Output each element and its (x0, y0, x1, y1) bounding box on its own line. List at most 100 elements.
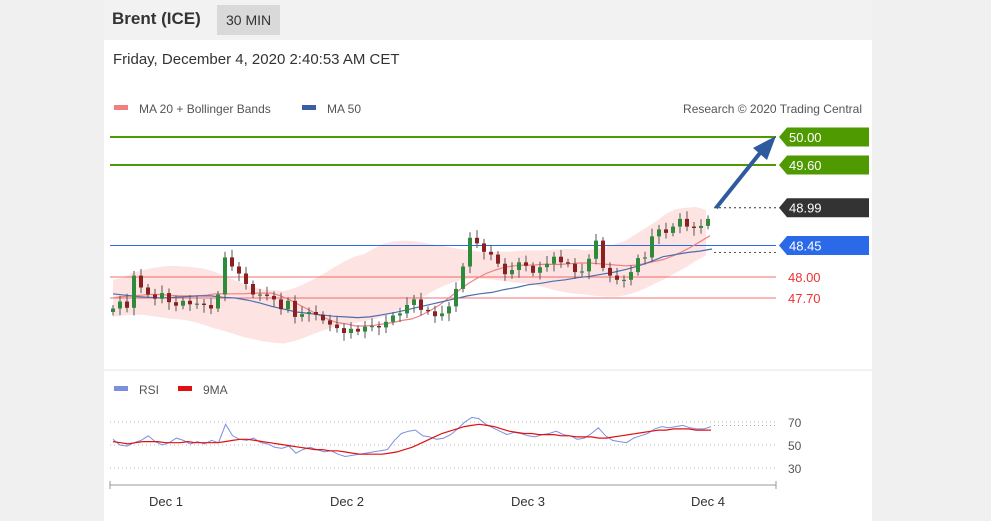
candle (433, 311, 437, 317)
rsi-ma-legend-label: 9MA (203, 383, 228, 397)
candle (629, 272, 633, 280)
candle (237, 266, 241, 274)
candle (566, 262, 570, 264)
candle (398, 313, 402, 316)
level-tag-50.00: 50.00 (789, 130, 822, 145)
candle (671, 226, 675, 233)
ma50-legend-label: MA 50 (327, 102, 361, 116)
candle (356, 328, 360, 332)
candle (307, 312, 311, 315)
candle (685, 218, 689, 227)
candle (622, 279, 626, 281)
candle (202, 303, 206, 305)
level-tag-bg-49.60 (779, 155, 869, 175)
candle (258, 294, 262, 296)
candle (615, 275, 619, 280)
candle (510, 270, 514, 275)
candle (300, 314, 304, 317)
candle (489, 251, 493, 255)
instrument-title: Brent (ICE) (112, 9, 201, 28)
candle (279, 299, 283, 310)
candle (412, 299, 416, 305)
candle (559, 256, 563, 263)
candle (531, 265, 535, 273)
rsi-legend-label: RSI (139, 383, 159, 397)
candle (111, 308, 115, 312)
candle (426, 309, 430, 312)
candle (244, 273, 248, 284)
level-tag-48.99: 48.99 (789, 201, 822, 216)
candle (657, 229, 661, 237)
candle (328, 320, 332, 325)
candle (391, 315, 395, 322)
rsi-line (112, 416, 712, 458)
candle (524, 262, 528, 266)
candle (552, 256, 556, 264)
candle (293, 300, 297, 317)
candle (251, 284, 255, 295)
ma20-legend-label: MA 20 + Bollinger Bands (139, 102, 271, 116)
candle (377, 326, 381, 328)
candle (167, 293, 171, 303)
candle (174, 302, 178, 306)
candle (139, 275, 143, 288)
candle (118, 301, 122, 309)
candle (580, 271, 584, 273)
rsi-level-label-70: 70 (788, 416, 802, 430)
candle (706, 218, 710, 226)
chart-timestamp: Friday, December 4, 2020 2:40:53 AM CET (113, 51, 400, 68)
ma50-line (112, 248, 713, 319)
level-tag-bg-48.99 (779, 198, 869, 218)
candle (363, 326, 367, 332)
candle (195, 303, 199, 305)
candle (692, 226, 696, 228)
level-tag-49.60: 49.60 (789, 158, 822, 173)
candle (482, 243, 486, 252)
candle (496, 254, 500, 264)
candle (384, 321, 388, 328)
candle (538, 267, 542, 273)
candle (321, 314, 325, 321)
level-tag-48.45: 48.45 (789, 239, 822, 254)
candle (587, 258, 591, 272)
candle (265, 294, 269, 296)
level-tag-bg-50.00 (779, 127, 869, 147)
candle (132, 275, 136, 308)
candle (230, 257, 234, 267)
candle (461, 266, 465, 289)
rsi-legend-swatch (114, 386, 128, 391)
candle (188, 300, 192, 305)
candle (447, 306, 451, 314)
candle (608, 267, 612, 276)
candle (160, 293, 164, 299)
rsi-level-label-50: 50 (788, 439, 802, 453)
x-tick-label: Dec 4 (691, 494, 725, 509)
bollinger-band (113, 207, 706, 344)
candle (594, 240, 598, 259)
candle (146, 287, 150, 295)
candle (699, 225, 703, 228)
candle (440, 313, 444, 317)
candle (125, 301, 129, 308)
candle (405, 305, 409, 314)
candle (419, 299, 423, 310)
rsi-level-label-30: 30 (788, 462, 802, 476)
x-tick-label: Dec 2 (330, 494, 364, 509)
level-tag-48.00: 48.00 (788, 270, 821, 285)
research-credit: Research © 2020 Trading Central (683, 102, 862, 116)
candle (223, 257, 227, 295)
candle (573, 263, 577, 273)
candle (636, 258, 640, 273)
x-tick-label: Dec 3 (511, 494, 545, 509)
candle (454, 288, 458, 307)
timeframe-button[interactable]: 30 MIN (217, 5, 281, 35)
ma50-legend-swatch (302, 105, 316, 110)
candle (349, 328, 353, 333)
candle (342, 328, 346, 333)
candle (370, 326, 374, 328)
level-tag-bg-48.45 (779, 236, 869, 255)
forecast-arrow-shaft (714, 151, 762, 210)
candle (503, 263, 507, 275)
candle (643, 257, 647, 259)
